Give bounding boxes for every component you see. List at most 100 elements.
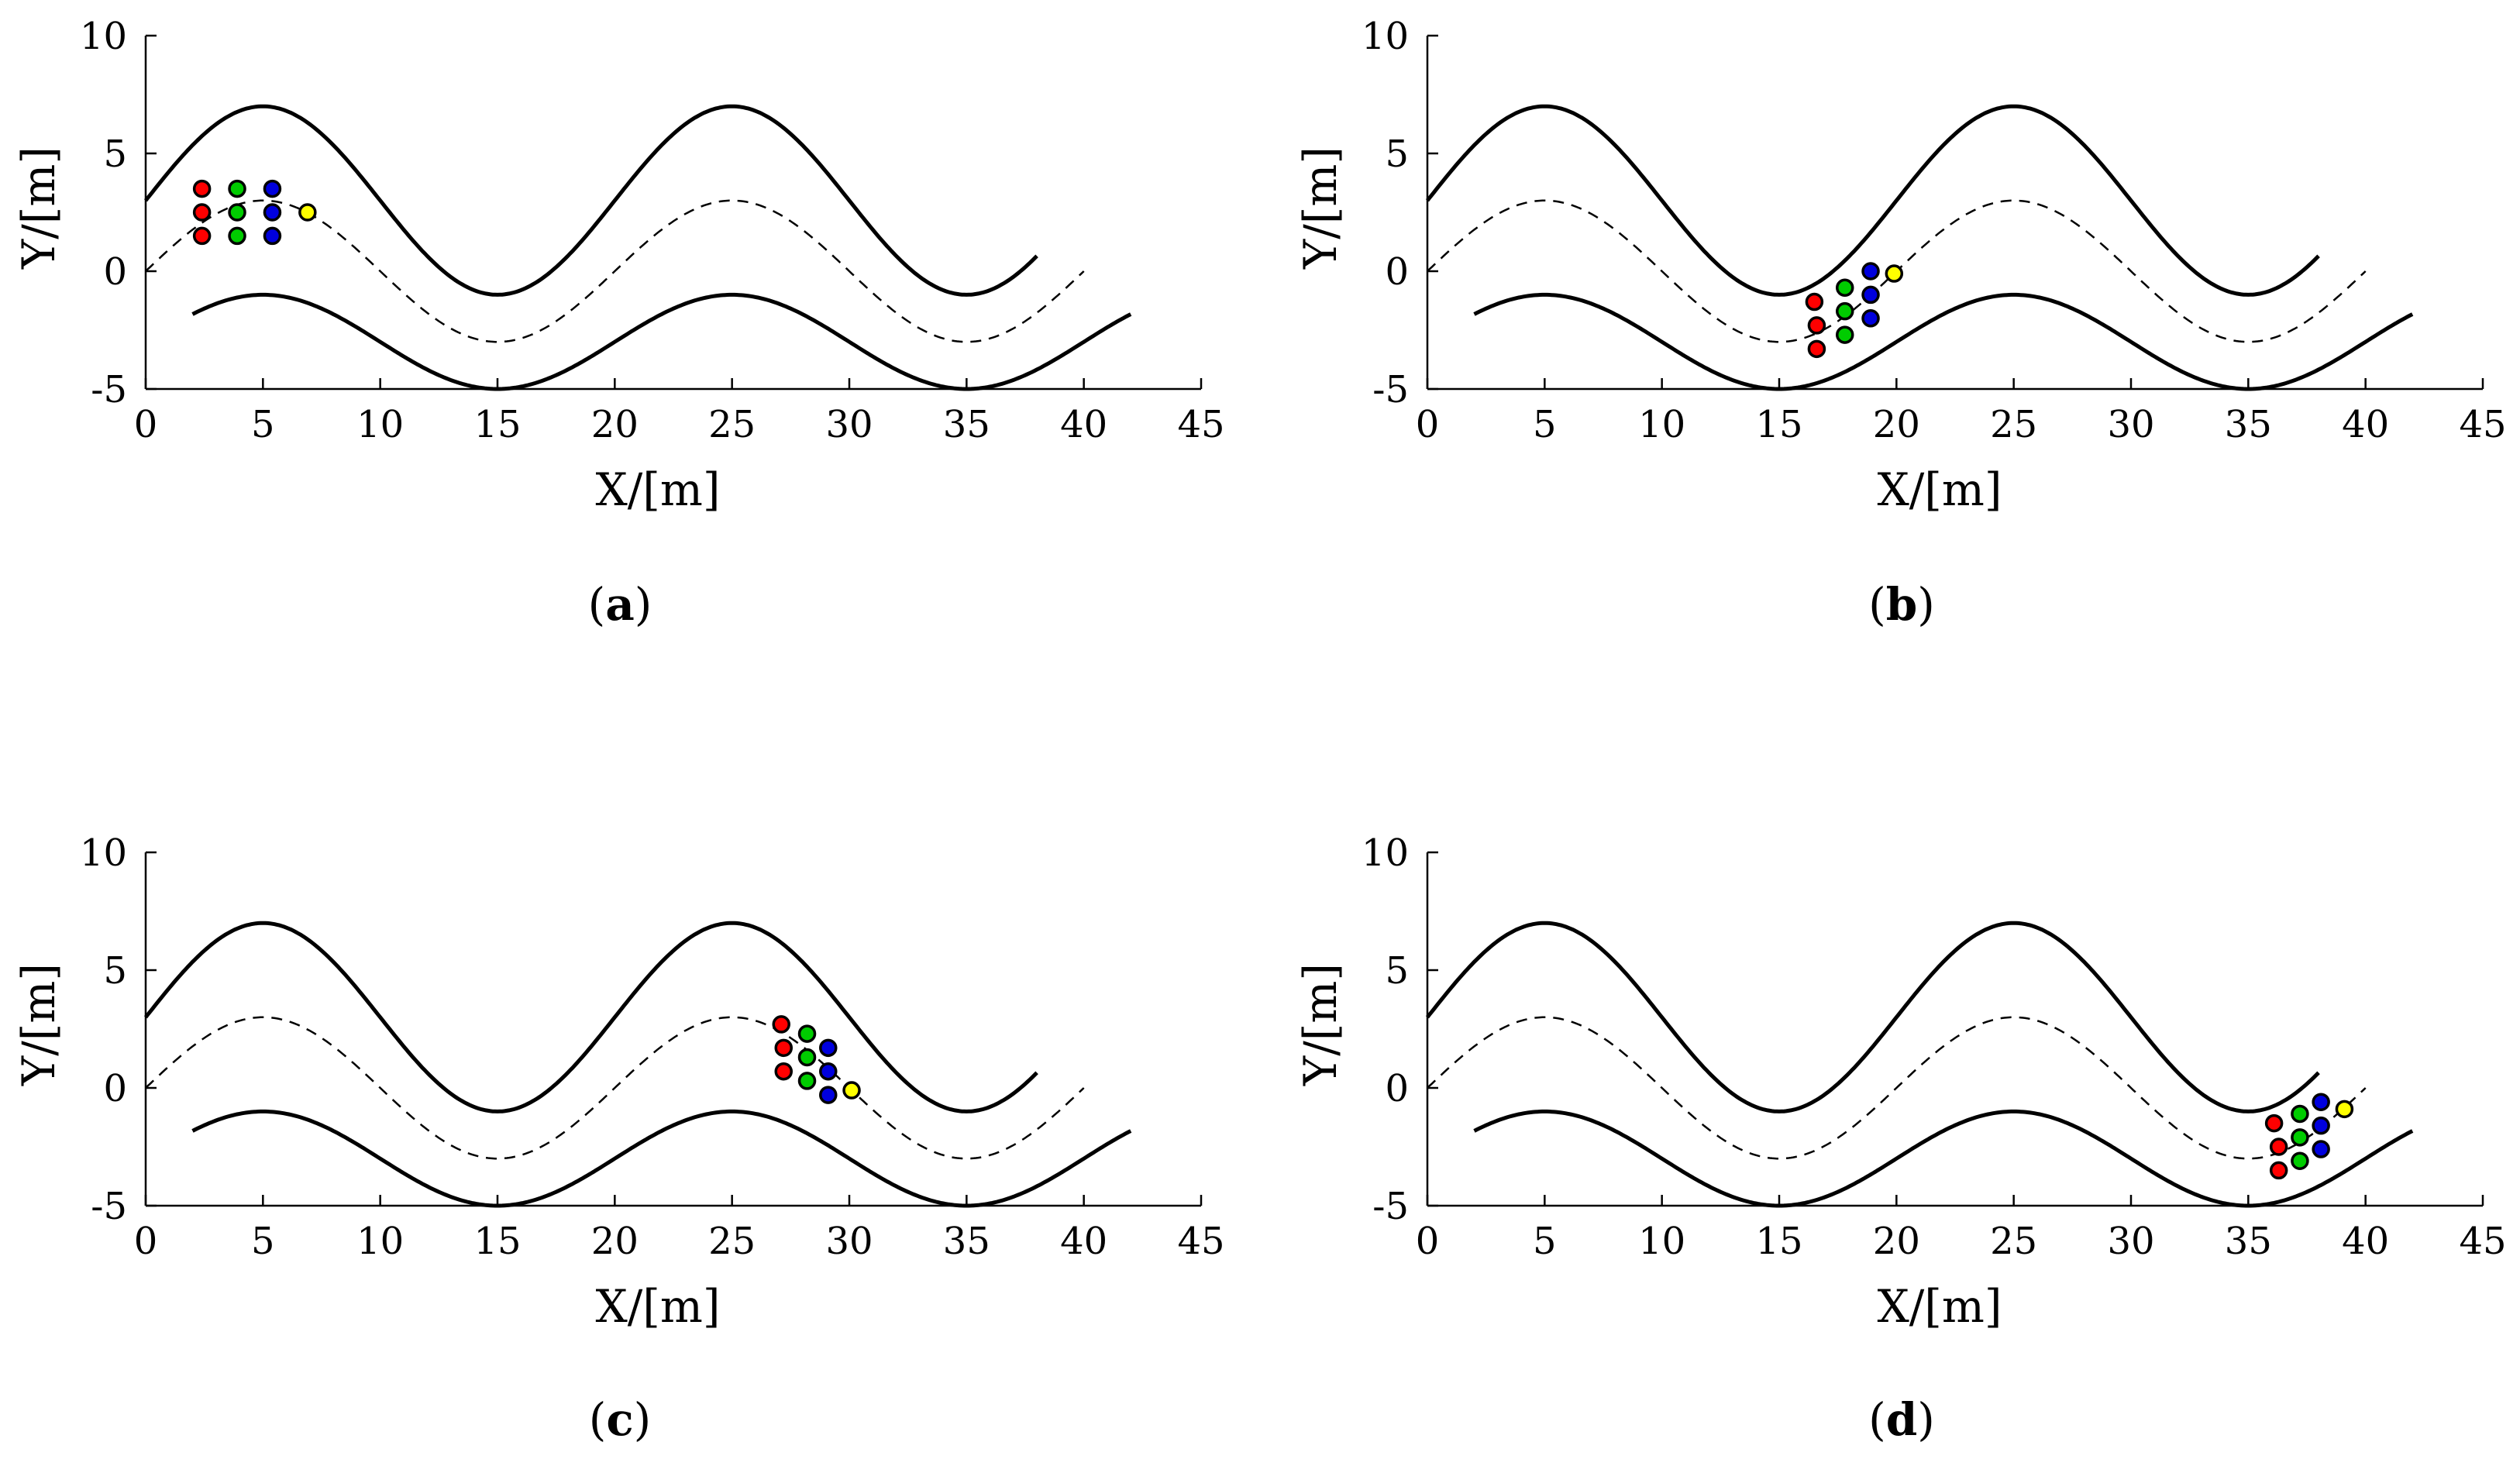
x-tick-label: 20	[591, 1220, 639, 1263]
vehicle-marker	[2291, 1128, 2309, 1147]
x-tick-label: 5	[251, 1220, 275, 1263]
caption-close-paren: )	[1917, 578, 1935, 631]
upper-boundary-line	[144, 104, 1038, 297]
caption-open-paren: (	[1868, 578, 1886, 631]
caption-letter: a	[605, 578, 635, 631]
vehicle-marker	[1807, 339, 1826, 359]
caption-close-paren: )	[634, 1393, 652, 1446]
upper-boundary-line	[144, 921, 1038, 1113]
y-tick-label: -5	[91, 1185, 127, 1228]
vehicle-marker	[1861, 309, 1880, 328]
x-axis-label: X/[m]	[1877, 1280, 2002, 1333]
x-axis-label: X/[m]	[1877, 463, 2002, 516]
vehicle-marker	[2291, 1104, 2309, 1124]
x-tick-label: 0	[1416, 403, 1440, 446]
reference-path-line	[145, 1016, 1085, 1160]
panel-caption: (a)	[588, 578, 652, 631]
x-tick-label: 5	[251, 403, 275, 446]
vehicle-marker	[2312, 1140, 2330, 1158]
vehicle-marker	[263, 203, 282, 222]
y-tick-label: 5	[103, 133, 127, 176]
y-tick-label: 10	[1362, 831, 1409, 875]
reference-path-line	[1427, 1016, 2367, 1160]
vehicle-marker	[774, 1062, 794, 1081]
lower-boundary-line	[1473, 292, 2414, 391]
vehicle-marker	[1835, 325, 1854, 344]
y-axis-label: Y/[m]	[1294, 963, 1347, 1086]
vehicle-marker	[192, 226, 212, 246]
x-tick-label: 30	[825, 1220, 873, 1263]
vehicle-marker	[842, 1081, 861, 1100]
y-axis-label: Y/[m]	[1294, 146, 1347, 270]
panel-caption: (c)	[589, 1393, 652, 1446]
x-tick-label: 15	[473, 403, 521, 446]
x-tick-label: 20	[1873, 1220, 1920, 1263]
y-tick-label: 5	[1385, 133, 1409, 176]
caption-letter: d	[1886, 1393, 1918, 1446]
x-tick-label: 0	[134, 1220, 158, 1263]
x-tick-label: 35	[943, 403, 990, 446]
x-tick-label: 0	[1416, 1220, 1440, 1263]
vehicle-marker	[1835, 301, 1854, 321]
y-tick-label: 0	[1385, 250, 1409, 294]
x-tick-label: 40	[1060, 1220, 1107, 1263]
x-tick-label: 45	[1177, 1220, 1224, 1263]
vehicle-marker	[2335, 1100, 2354, 1119]
caption-letter: c	[606, 1393, 633, 1446]
lower-boundary-line	[191, 1109, 1132, 1208]
x-tick-label: 5	[1533, 403, 1557, 446]
y-tick-label: 10	[80, 15, 127, 58]
x-axis-label: X/[m]	[595, 463, 720, 516]
vehicle-marker	[228, 226, 246, 246]
x-tick-label: 25	[1990, 403, 2037, 446]
vehicle-marker	[2264, 1113, 2284, 1133]
y-tick-label: -5	[1372, 1185, 1409, 1228]
lower-boundary-line	[191, 292, 1132, 391]
reference-path-line	[145, 199, 1085, 343]
x-tick-label: 40	[1060, 403, 1107, 446]
vehicle-marker	[1835, 278, 1854, 298]
x-tick-label: 20	[1873, 403, 1920, 446]
panel-caption: (d)	[1868, 1393, 1935, 1446]
caption-close-paren: )	[1917, 1393, 1935, 1446]
vehicle-marker	[2312, 1116, 2330, 1135]
x-tick-label: 10	[356, 403, 404, 446]
lower-boundary-line	[1473, 1109, 2414, 1208]
x-tick-label: 10	[356, 1220, 404, 1263]
x-tick-label: 45	[1177, 403, 1224, 446]
caption-open-paren: (	[1868, 1393, 1886, 1446]
vehicle-marker	[1885, 264, 1904, 283]
caption-letter: b	[1886, 578, 1918, 631]
x-tick-label: 35	[943, 1220, 990, 1263]
caption-open-paren: (	[589, 1393, 607, 1446]
x-tick-label: 25	[708, 403, 756, 446]
vehicle-marker	[2312, 1093, 2330, 1111]
vehicle-marker	[819, 1038, 838, 1058]
x-axis-label: X/[m]	[595, 1280, 720, 1333]
vehicle-marker	[1807, 316, 1826, 335]
vehicle-marker	[1805, 292, 1824, 311]
y-tick-label: 0	[103, 250, 127, 294]
y-tick-label: -5	[1372, 368, 1409, 411]
vehicle-marker	[2291, 1151, 2309, 1170]
x-tick-label: 45	[2459, 403, 2506, 446]
upper-boundary-line	[1426, 921, 2320, 1113]
x-tick-label: 30	[2107, 1220, 2154, 1263]
x-tick-label: 15	[1755, 403, 1802, 446]
x-tick-label: 25	[1990, 1220, 2037, 1263]
vehicle-marker	[263, 226, 282, 246]
vehicle-marker	[228, 179, 246, 198]
y-tick-label: 5	[103, 949, 127, 993]
y-tick-label: 5	[1385, 949, 1409, 993]
x-tick-label: 5	[1533, 1220, 1557, 1263]
x-tick-label: 30	[825, 403, 873, 446]
vehicle-marker	[263, 179, 282, 198]
x-tick-label: 10	[1638, 1220, 1685, 1263]
vehicle-marker	[797, 1072, 817, 1090]
x-tick-label: 35	[2225, 403, 2272, 446]
